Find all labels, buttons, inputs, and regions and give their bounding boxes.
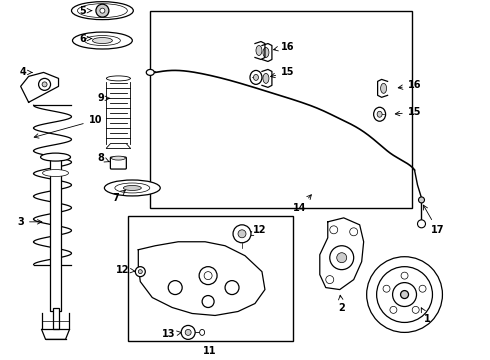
Text: 4: 4 (19, 67, 32, 77)
Ellipse shape (41, 153, 71, 161)
Ellipse shape (374, 107, 386, 121)
Text: 8: 8 (97, 153, 109, 163)
Circle shape (96, 4, 109, 17)
Text: 16: 16 (398, 80, 421, 90)
Ellipse shape (256, 45, 262, 55)
Ellipse shape (115, 183, 150, 193)
Circle shape (42, 82, 47, 87)
Circle shape (330, 226, 338, 234)
Ellipse shape (93, 37, 112, 44)
Circle shape (39, 78, 50, 90)
Ellipse shape (381, 84, 387, 93)
Circle shape (367, 257, 442, 332)
Circle shape (202, 296, 214, 307)
Circle shape (412, 306, 419, 313)
Text: 5: 5 (79, 6, 92, 15)
Text: 17: 17 (423, 205, 444, 235)
Circle shape (185, 329, 191, 336)
Text: 16: 16 (273, 41, 294, 51)
Circle shape (377, 267, 433, 323)
Bar (150, 11, 412, 208)
Circle shape (400, 291, 409, 298)
Bar (52, 307, 58, 329)
Circle shape (238, 230, 246, 238)
Circle shape (326, 276, 334, 284)
Ellipse shape (263, 73, 269, 84)
FancyBboxPatch shape (110, 157, 126, 169)
Circle shape (392, 283, 416, 306)
Circle shape (390, 306, 397, 313)
Circle shape (138, 270, 142, 274)
Ellipse shape (104, 180, 160, 196)
Ellipse shape (263, 48, 269, 58)
Ellipse shape (111, 156, 125, 160)
Circle shape (418, 197, 424, 203)
Ellipse shape (253, 75, 258, 80)
Text: 13: 13 (162, 329, 181, 339)
Circle shape (225, 280, 239, 294)
Ellipse shape (147, 69, 154, 75)
Text: 11: 11 (203, 346, 217, 356)
Circle shape (135, 267, 145, 276)
Circle shape (417, 220, 425, 228)
Text: 12: 12 (116, 265, 135, 275)
Bar (128, 216, 293, 341)
Circle shape (330, 246, 354, 270)
Circle shape (204, 272, 212, 280)
Ellipse shape (377, 111, 382, 117)
Text: 15: 15 (395, 107, 421, 117)
Text: 15: 15 (270, 67, 294, 78)
Ellipse shape (73, 32, 132, 49)
Ellipse shape (84, 36, 121, 45)
Ellipse shape (199, 329, 205, 336)
Circle shape (337, 253, 347, 263)
Text: 3: 3 (17, 217, 42, 227)
Text: 14: 14 (293, 195, 311, 213)
Circle shape (199, 267, 217, 285)
Text: 2: 2 (339, 295, 345, 312)
Text: 6: 6 (79, 33, 92, 44)
Circle shape (350, 228, 358, 236)
Ellipse shape (43, 170, 69, 176)
Text: 12: 12 (249, 225, 267, 235)
Circle shape (100, 8, 105, 13)
Text: 7: 7 (112, 190, 125, 203)
Ellipse shape (250, 71, 262, 84)
Ellipse shape (72, 2, 133, 20)
Circle shape (419, 285, 426, 292)
Text: 10: 10 (34, 115, 102, 138)
Ellipse shape (106, 76, 130, 81)
Ellipse shape (77, 4, 127, 18)
Circle shape (383, 285, 390, 292)
Text: 9: 9 (97, 93, 110, 103)
Text: 1: 1 (421, 308, 431, 324)
Circle shape (168, 280, 182, 294)
Ellipse shape (123, 185, 141, 190)
Bar (50, 155, 61, 311)
Circle shape (181, 325, 195, 339)
Circle shape (233, 225, 251, 243)
Circle shape (401, 272, 408, 279)
